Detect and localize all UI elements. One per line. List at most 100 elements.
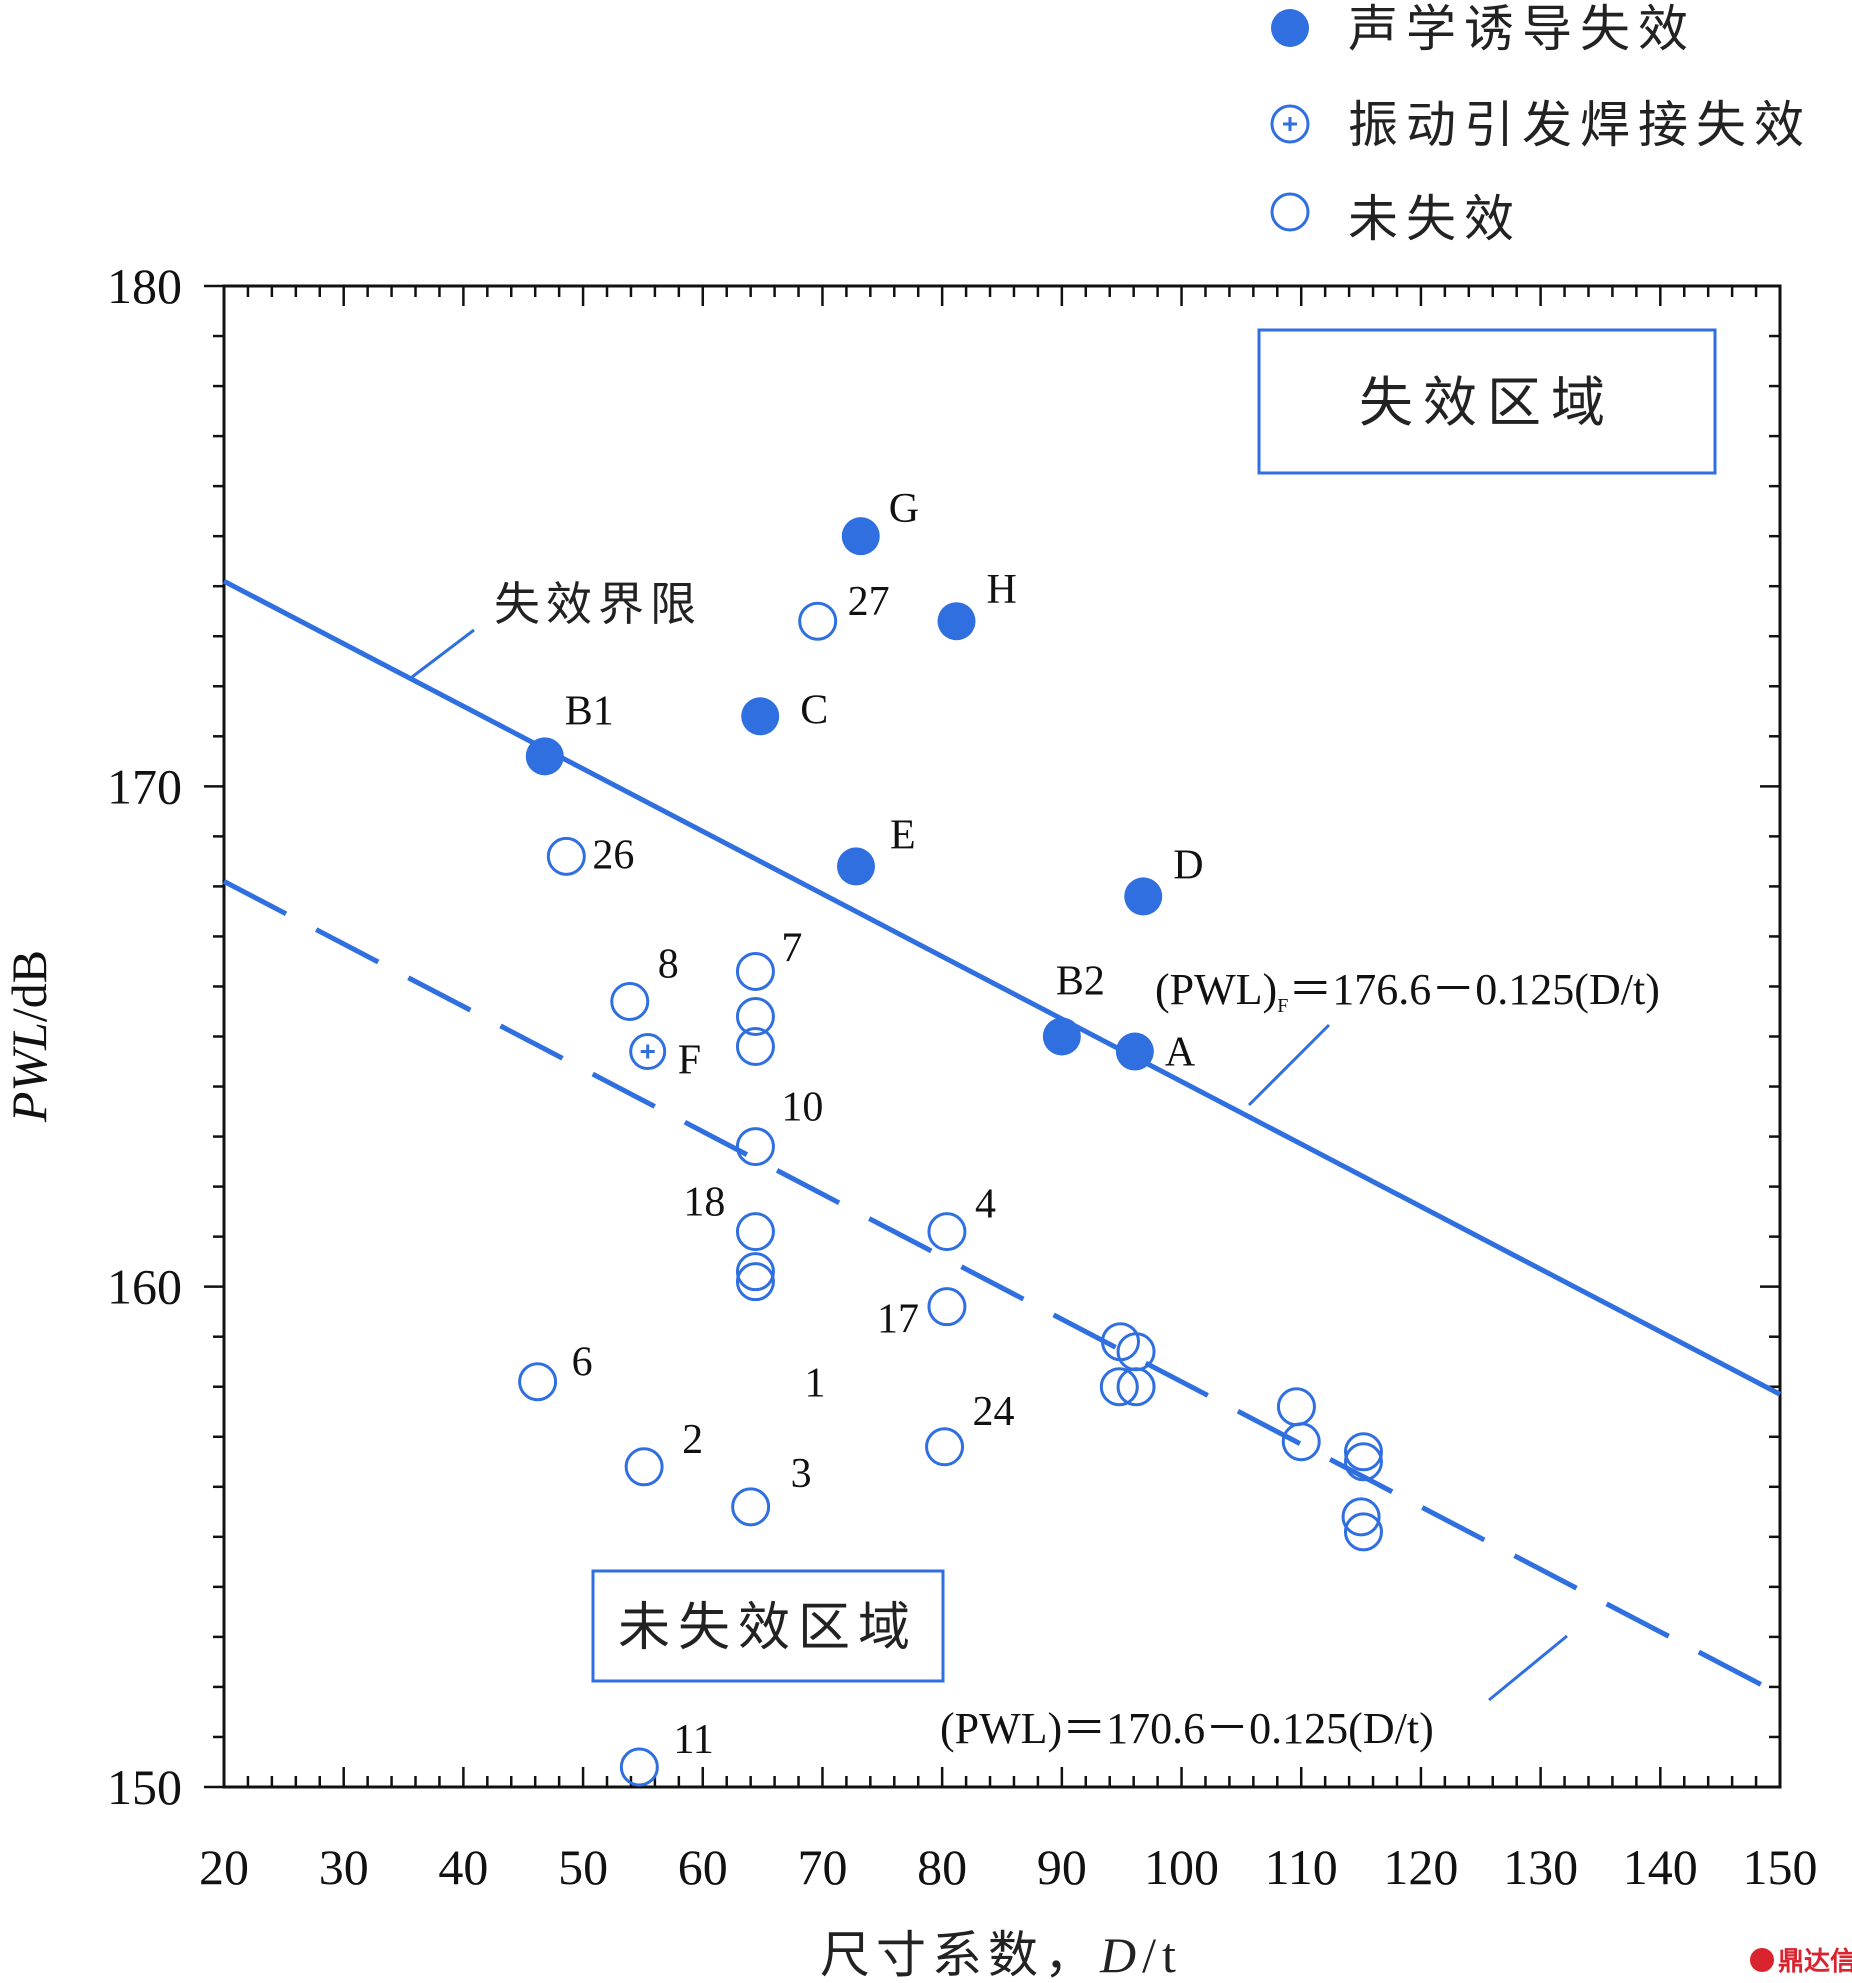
point-label: 4 xyxy=(975,1182,996,1228)
solid-equation-leader xyxy=(1247,1023,1331,1107)
point-label: 7 xyxy=(781,925,802,971)
x-tick-label: 110 xyxy=(1265,1839,1338,1895)
point-no-failure xyxy=(731,1487,771,1527)
point-label: 3 xyxy=(791,1451,812,1497)
point-no-failure xyxy=(619,1747,659,1787)
point-vibration-failure xyxy=(629,1033,667,1071)
x-tick-label: 130 xyxy=(1503,1839,1578,1895)
x-axis-title-unit: /t xyxy=(1142,1927,1182,1983)
point-label: 1 xyxy=(805,1361,826,1407)
boundary-lines xyxy=(222,578,1782,1697)
y-axis-title-unit: /dB xyxy=(1,950,57,1022)
point-label: A xyxy=(1165,1030,1196,1076)
x-tick-label: 120 xyxy=(1383,1839,1458,1895)
data-points xyxy=(518,517,1383,1787)
x-tick-label: 70 xyxy=(797,1839,847,1895)
y-tick-label: 180 xyxy=(107,258,182,314)
point-acoustic-failure xyxy=(1115,1032,1154,1071)
x-tick-label: 90 xyxy=(1037,1839,1087,1895)
point-acoustic-failure xyxy=(741,697,780,736)
legend-plus-icon xyxy=(1283,117,1297,131)
point-label: 26 xyxy=(592,832,634,878)
point-label: 24 xyxy=(973,1389,1015,1435)
legend-marker-open xyxy=(1270,192,1310,232)
legend-label-acoustic-failure: 声学诱导失效 xyxy=(1348,0,1696,58)
watermark: 鼎达信 xyxy=(1750,1947,1852,1977)
point-acoustic-failure xyxy=(937,602,976,641)
point-label: 27 xyxy=(848,579,890,625)
point-acoustic-failure xyxy=(525,737,564,776)
y-tick-label: 150 xyxy=(107,1759,182,1815)
point-label: 8 xyxy=(658,941,679,987)
failure-region-label: 失效区域 xyxy=(1359,371,1615,434)
watermark-logo-icon xyxy=(1750,1948,1774,1972)
point-no-failure xyxy=(518,1362,558,1402)
solid-eq-right: ＝176.6－0.125(D/t) xyxy=(1288,965,1660,1014)
point-no-failure xyxy=(1099,1367,1139,1407)
point-no-failure xyxy=(624,1447,664,1487)
point-no-failure xyxy=(610,981,650,1021)
point-label: D xyxy=(1173,842,1203,888)
dashed-eq-left: (PWL) xyxy=(940,1704,1062,1753)
failure-boundary-leader xyxy=(411,628,475,679)
point-no-failure xyxy=(735,1212,775,1252)
legend-marker-filled xyxy=(1271,9,1309,47)
point-no-failure xyxy=(735,1262,775,1302)
point-no-failure xyxy=(1276,1387,1316,1427)
point-label: 6 xyxy=(572,1340,593,1386)
dashed-line-equation: (PWL)＝170.6－0.125(D/t) xyxy=(940,1704,1434,1753)
point-no-failure xyxy=(1341,1497,1381,1537)
point-no-failure xyxy=(546,836,586,876)
point-no-failure xyxy=(925,1427,965,1467)
point-no-failure xyxy=(735,1027,775,1067)
point-label: 17 xyxy=(877,1297,919,1343)
point-label: E xyxy=(890,812,916,858)
solid-line-equation: (PWL)F＝176.6－0.125(D/t) xyxy=(1155,965,1660,1017)
dashed-eq-right: ＝170.6－0.125(D/t) xyxy=(1062,1704,1434,1753)
point-acoustic-failure xyxy=(1042,1017,1081,1056)
legend: 声学诱导失效 振动引发焊接失效 未失效 xyxy=(1270,0,1804,248)
x-tick-label: 140 xyxy=(1623,1839,1698,1895)
point-no-failure xyxy=(927,1287,967,1327)
solid-failure-boundary-line xyxy=(222,578,1782,1397)
dashed-equation-leader xyxy=(1488,1634,1568,1702)
legend-marker-plus xyxy=(1270,104,1310,144)
x-axis-title-cn: 尺寸系数， xyxy=(820,1926,1100,1983)
dashed-boundary-line xyxy=(222,879,1782,1697)
x-tick-label: 80 xyxy=(917,1839,967,1895)
legend-label-no-failure: 未失效 xyxy=(1348,190,1522,248)
y-axis-title: PWL/dB xyxy=(1,950,57,1123)
x-tick-labels: 20 30 40 50 60 70 80 90 100 110 120 130 140 150 xyxy=(199,1839,1818,1895)
failure-boundary-label: 失效界限 xyxy=(494,577,702,631)
point-no-failure xyxy=(927,1212,967,1252)
point-label: B2 xyxy=(1056,959,1105,1005)
axis-ticks xyxy=(204,284,1782,1789)
point-no-failure xyxy=(1343,1432,1383,1472)
nonfailure-region-label: 未失效区域 xyxy=(618,1598,918,1658)
x-axis-title: 尺寸系数，D/t xyxy=(820,1926,1182,1983)
watermark-text: 鼎达信 xyxy=(1778,1947,1852,1977)
point-label: C xyxy=(800,687,828,733)
point-acoustic-failure xyxy=(836,847,875,886)
point-label: 11 xyxy=(673,1717,713,1763)
nonfailure-region-box xyxy=(591,1569,945,1683)
solid-eq-left: (PWL) xyxy=(1155,965,1277,1014)
point-label: F xyxy=(678,1038,701,1084)
point-acoustic-failure xyxy=(841,517,880,556)
point-label: 2 xyxy=(682,1417,703,1463)
point-no-failure xyxy=(1281,1422,1321,1462)
x-tick-label: 40 xyxy=(438,1839,488,1895)
point-plus-mark xyxy=(640,1044,655,1059)
point-label: B1 xyxy=(565,688,614,734)
x-tick-label: 20 xyxy=(199,1839,249,1895)
point-no-failure xyxy=(798,601,838,641)
x-tick-label: 60 xyxy=(678,1839,728,1895)
point-no-failure xyxy=(1343,1512,1383,1552)
point-label: G xyxy=(889,486,919,532)
point-acoustic-failure xyxy=(1124,877,1163,916)
x-tick-label: 30 xyxy=(319,1839,369,1895)
point-no-failure xyxy=(735,996,775,1036)
point-label: 10 xyxy=(781,1085,823,1131)
